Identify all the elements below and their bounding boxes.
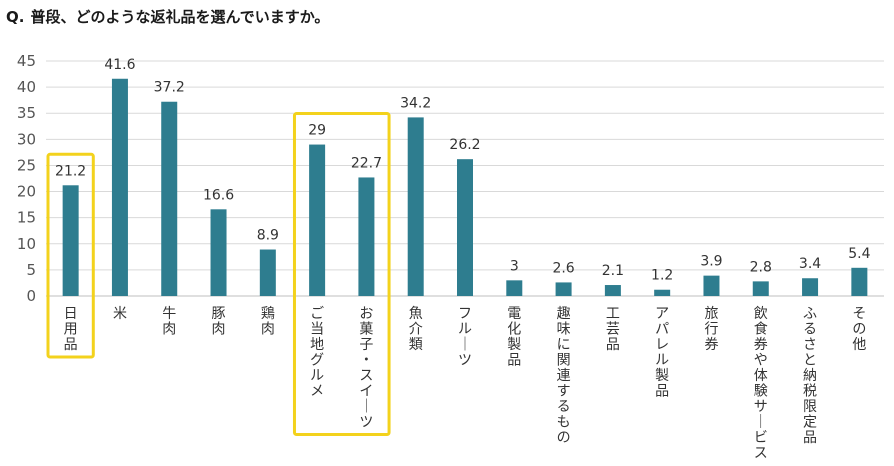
data-label: 21.2 (55, 163, 86, 179)
bar (358, 177, 375, 296)
y-tick-label: 0 (26, 287, 36, 305)
question-prefix: Q. (6, 8, 25, 26)
bar (604, 285, 621, 296)
data-label: 16.6 (203, 187, 234, 203)
y-tick-label: 5 (26, 261, 36, 279)
y-tick-label: 30 (17, 130, 36, 148)
data-label: 2.6 (552, 260, 574, 276)
bar (703, 275, 720, 296)
bar (407, 117, 424, 297)
bar (62, 185, 79, 296)
category-label: 米 (113, 306, 127, 322)
data-label: 2.8 (750, 259, 772, 275)
category-label: お菓子・スイ｜ツ (359, 306, 373, 431)
bar (111, 78, 128, 296)
bar (506, 280, 523, 296)
bar (654, 289, 671, 296)
data-label: 1.2 (651, 268, 673, 284)
bar (309, 144, 326, 296)
category-label: その他 (852, 306, 866, 353)
category-label: フル｜ツ (458, 306, 472, 369)
data-label: 3.9 (700, 254, 722, 270)
bar (752, 281, 769, 296)
category-label: 趣味に関連するもの (557, 306, 571, 446)
category-label: アパレル製品 (655, 306, 669, 400)
bar (161, 101, 178, 296)
bar (851, 267, 868, 296)
category-label: ふるさと納税限定品 (803, 306, 817, 446)
highlight-box (292, 112, 391, 437)
y-tick-label: 45 (17, 52, 36, 70)
question-text: 普段、どのような返礼品を選んでいますか。 (30, 8, 330, 26)
data-label: 8.9 (257, 228, 279, 244)
data-label: 41.6 (104, 57, 135, 73)
category-label: 日用品 (64, 306, 78, 353)
y-tick-label: 20 (17, 183, 36, 201)
data-label: 5.4 (848, 246, 870, 262)
y-tick-label: 10 (17, 235, 36, 253)
category-label: 鶏肉 (261, 306, 275, 338)
y-tick-label: 35 (17, 104, 36, 122)
category-label: 電化製品 (507, 306, 521, 369)
bar (210, 209, 227, 296)
data-label: 37.2 (154, 80, 185, 96)
data-label: 26.2 (449, 137, 480, 153)
category-label: 豚肉 (212, 306, 226, 338)
bar (457, 159, 473, 296)
data-label: 3 (510, 258, 519, 274)
category-label: 牛肉 (162, 306, 176, 338)
y-tick-label: 15 (17, 209, 36, 227)
category-label: ご当地グルメ (310, 306, 324, 400)
data-label: 2.1 (602, 263, 624, 279)
bar (555, 282, 572, 296)
category-label: 魚介類 (409, 306, 423, 353)
category-label: 工芸品 (606, 306, 620, 353)
data-label: 34.2 (400, 95, 431, 111)
chart-title: Q. 普段、どのような返礼品を選んでいますか。 (6, 6, 329, 27)
bar (802, 278, 819, 296)
highlight-box (46, 152, 95, 359)
data-label: 29 (308, 123, 326, 139)
category-label: 飲食券や体験サ｜ビス (754, 306, 768, 462)
bar (259, 249, 276, 296)
y-tick-label: 40 (17, 78, 36, 96)
y-tick-label: 25 (17, 156, 36, 174)
category-label: 旅行券 (704, 306, 718, 353)
data-label: 22.7 (351, 155, 382, 171)
data-label: 3.4 (799, 256, 821, 272)
